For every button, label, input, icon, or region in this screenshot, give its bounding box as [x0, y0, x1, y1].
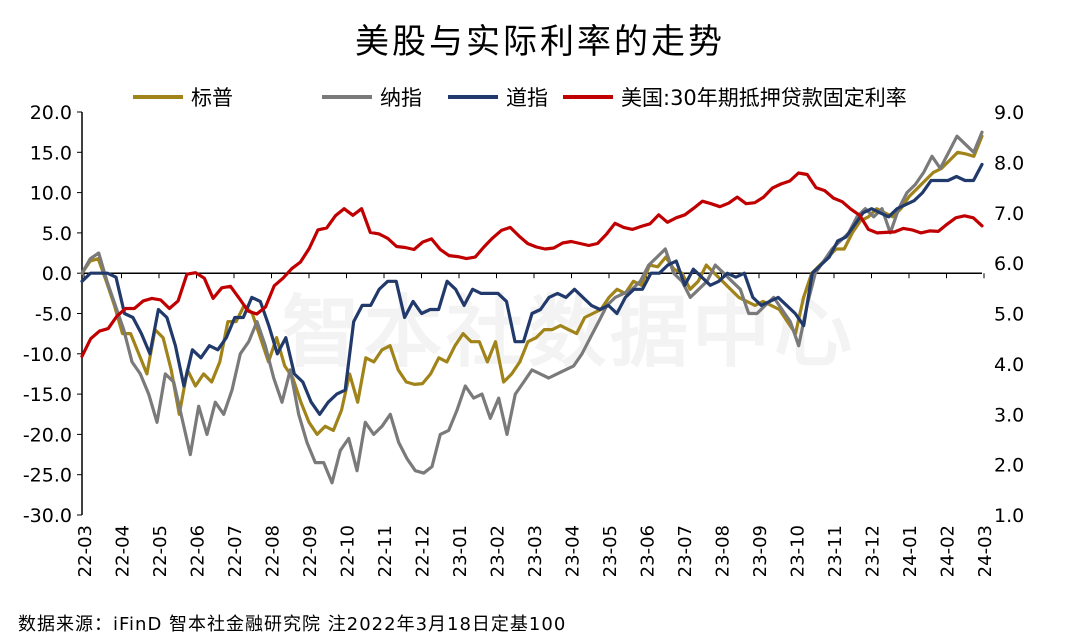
legend-swatch: [322, 95, 372, 99]
x-tick-label: 23-08: [713, 525, 734, 577]
y-left-tick-label: 5.0: [42, 223, 72, 245]
series-line-2: [80, 162, 984, 416]
source-note: 数据来源：iFinD 智本社金融研究院 注2022年3月18日定基100: [18, 614, 567, 635]
legend-swatch: [563, 95, 613, 99]
x-tick-label: 23-02: [488, 525, 509, 577]
legend-label: 道指: [506, 86, 548, 110]
x-tick-label: 22-10: [338, 525, 359, 577]
x-tick-label: 22-03: [75, 525, 96, 577]
y-left-tick-label: -5.0: [35, 304, 72, 326]
y-right-tick-label: 5.0: [994, 304, 1024, 326]
legend-swatch: [133, 95, 183, 99]
y-right-tick-label: 7.0: [994, 203, 1024, 225]
y-left-tick-label: -20.0: [23, 424, 72, 446]
x-tick-label: 22-06: [188, 525, 209, 577]
chart-legend: 标普 纳指 道指 美国:30年期抵押贷款固定利率: [0, 82, 1080, 112]
y-left-tick-label: 10.0: [30, 183, 72, 205]
x-tick-label: 22-07: [225, 525, 246, 577]
x-tick-label: 23-05: [600, 525, 621, 577]
y-left-tick-label: 20.0: [30, 102, 72, 124]
y-right-tick-label: 6.0: [994, 253, 1024, 275]
x-tick-label: 23-04: [563, 525, 584, 577]
x-tick-label: 22-11: [375, 525, 396, 577]
y-right-tick-label: 3.0: [994, 404, 1024, 426]
x-tick-label: 24-01: [900, 525, 921, 577]
x-tick-label: 23-10: [788, 525, 809, 577]
x-tick-label: 23-06: [638, 525, 659, 577]
y-left-tick-label: -15.0: [23, 384, 72, 406]
x-tick-label: 22-05: [150, 525, 171, 577]
y-left-tick-label: -25.0: [23, 465, 72, 487]
y-right-tick-label: 1.0: [994, 505, 1024, 527]
legend-label: 标普: [191, 86, 233, 110]
y-left-tick-label: 0.0: [42, 263, 72, 285]
y-left-tick-label: -30.0: [23, 505, 72, 527]
x-tick-label: 23-07: [675, 525, 696, 577]
x-tick-label: 23-09: [750, 525, 771, 577]
legend-label: 纳指: [380, 86, 422, 110]
legend-item: 纳指: [322, 82, 422, 112]
legend-swatch: [448, 95, 498, 99]
y-right-tick-label: 2.0: [994, 455, 1024, 477]
x-tick-label: 24-02: [938, 525, 959, 577]
x-tick-label: 23-03: [525, 525, 546, 577]
legend-label: 美国:30年期抵押贷款固定利率: [621, 86, 907, 110]
y-right-tick-label: 9.0: [994, 102, 1024, 124]
series-line-0: [80, 134, 984, 436]
y-right-tick-label: 4.0: [994, 354, 1024, 376]
y-left-tick-label: -10.0: [23, 344, 72, 366]
y-right-tick-label: 8.0: [994, 152, 1024, 174]
series-line-3: [80, 171, 984, 358]
x-tick-label: 22-09: [300, 525, 321, 577]
legend-item: 标普: [133, 82, 233, 112]
legend-item: 道指: [448, 82, 548, 112]
x-tick-label: 22-04: [113, 525, 134, 577]
legend-item: 美国:30年期抵押贷款固定利率: [563, 82, 907, 112]
x-tick-label: 23-12: [863, 525, 884, 577]
y-left-tick-label: 15.0: [30, 142, 72, 164]
x-tick-label: 24-03: [975, 525, 996, 577]
x-tick-label: 22-12: [413, 525, 434, 577]
x-tick-label: 22-08: [263, 525, 284, 577]
x-tick-label: 23-01: [450, 525, 471, 577]
chart-title: 美股与实际利率的走势: [355, 22, 725, 62]
x-tick-label: 23-11: [825, 525, 846, 577]
series-line-1: [80, 130, 984, 485]
